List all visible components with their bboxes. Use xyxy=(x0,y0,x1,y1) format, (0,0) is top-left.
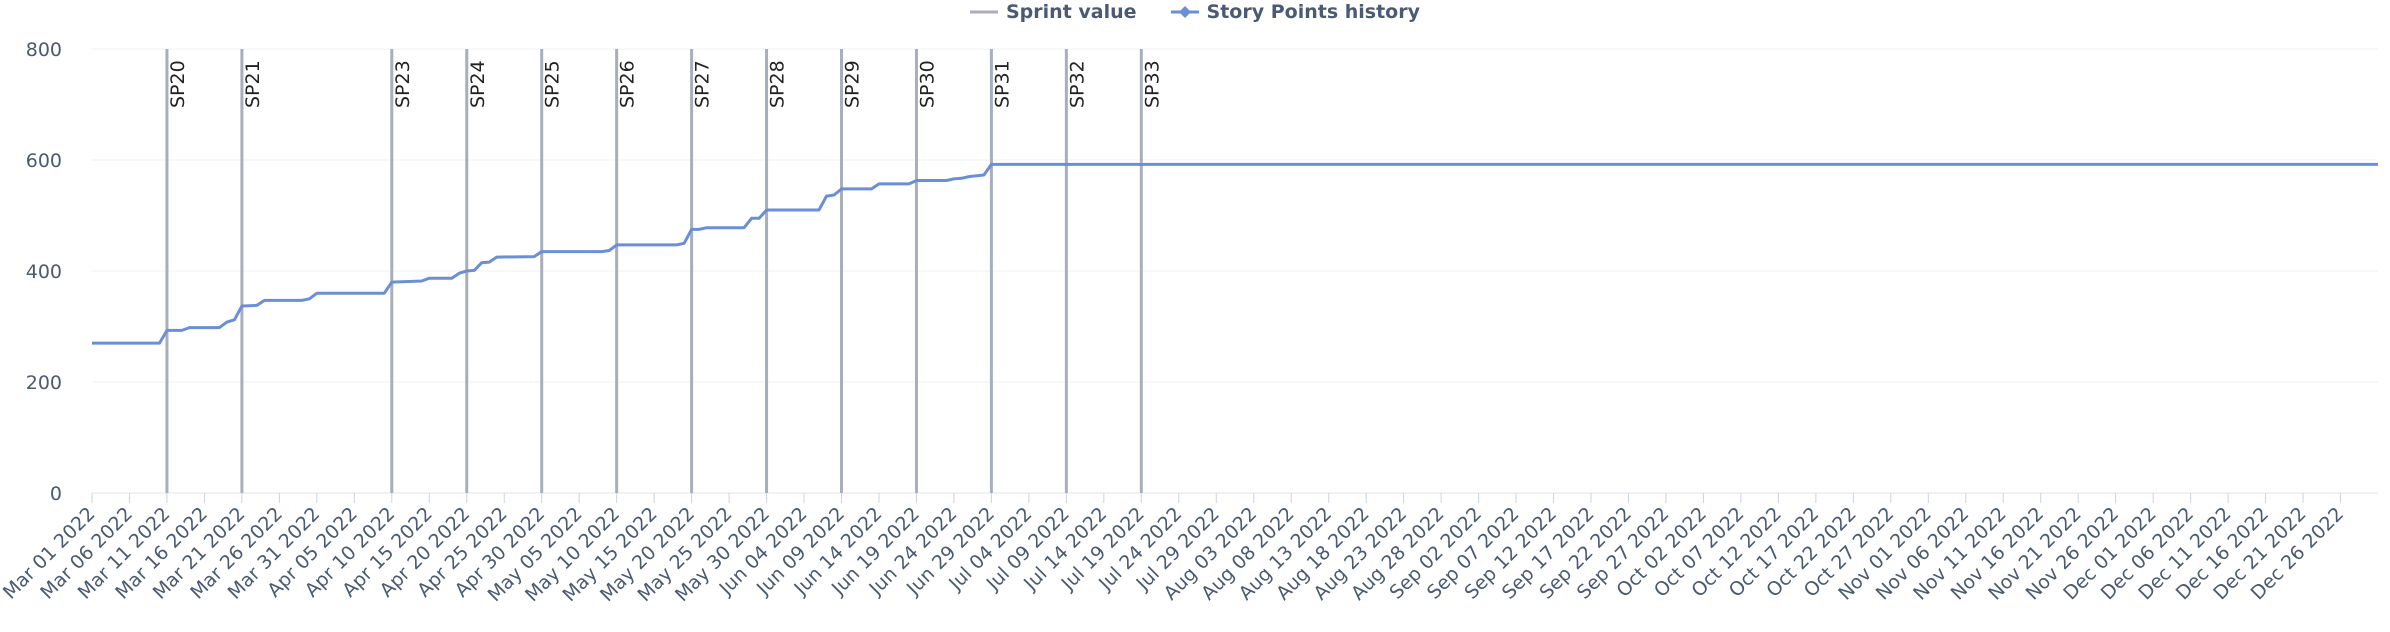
sprint-label: SP25 xyxy=(542,60,564,108)
y-tick-label: 800 xyxy=(26,39,62,61)
legend-label-sprint-value: Sprint value xyxy=(1006,1,1137,23)
sprint-label: SP24 xyxy=(467,60,489,108)
sprint-label: SP20 xyxy=(167,60,189,108)
sprint-label: SP31 xyxy=(991,60,1013,108)
legend-label-story-points-history: Story Points history xyxy=(1206,1,1420,23)
y-tick-label: 600 xyxy=(26,150,62,172)
legend-item-story-points-history[interactable]: Story Points history xyxy=(1170,1,1420,23)
y-tick-label: 0 xyxy=(50,483,62,505)
y-tick-label: 400 xyxy=(26,261,62,283)
sprint-label: SP23 xyxy=(392,60,414,108)
story-points-history-line[interactable] xyxy=(92,162,2378,345)
sprint-label: SP33 xyxy=(1141,60,1163,108)
sprint-label: SP27 xyxy=(692,60,714,108)
legend-line-icon xyxy=(970,10,998,14)
sprint-label: SP28 xyxy=(767,60,789,108)
sprint-label: SP21 xyxy=(242,60,264,108)
sprint-label: SP30 xyxy=(916,60,938,108)
legend-item-sprint-value[interactable]: Sprint value xyxy=(970,1,1137,23)
sprint-label: SP29 xyxy=(842,60,864,108)
sprint-label: SP26 xyxy=(617,60,639,108)
sprint-label: SP32 xyxy=(1066,60,1088,108)
chart-legend: Sprint value Story Points history xyxy=(0,0,2390,24)
legend-line-diamond-icon xyxy=(1170,6,1199,18)
y-tick-label: 200 xyxy=(26,372,62,394)
